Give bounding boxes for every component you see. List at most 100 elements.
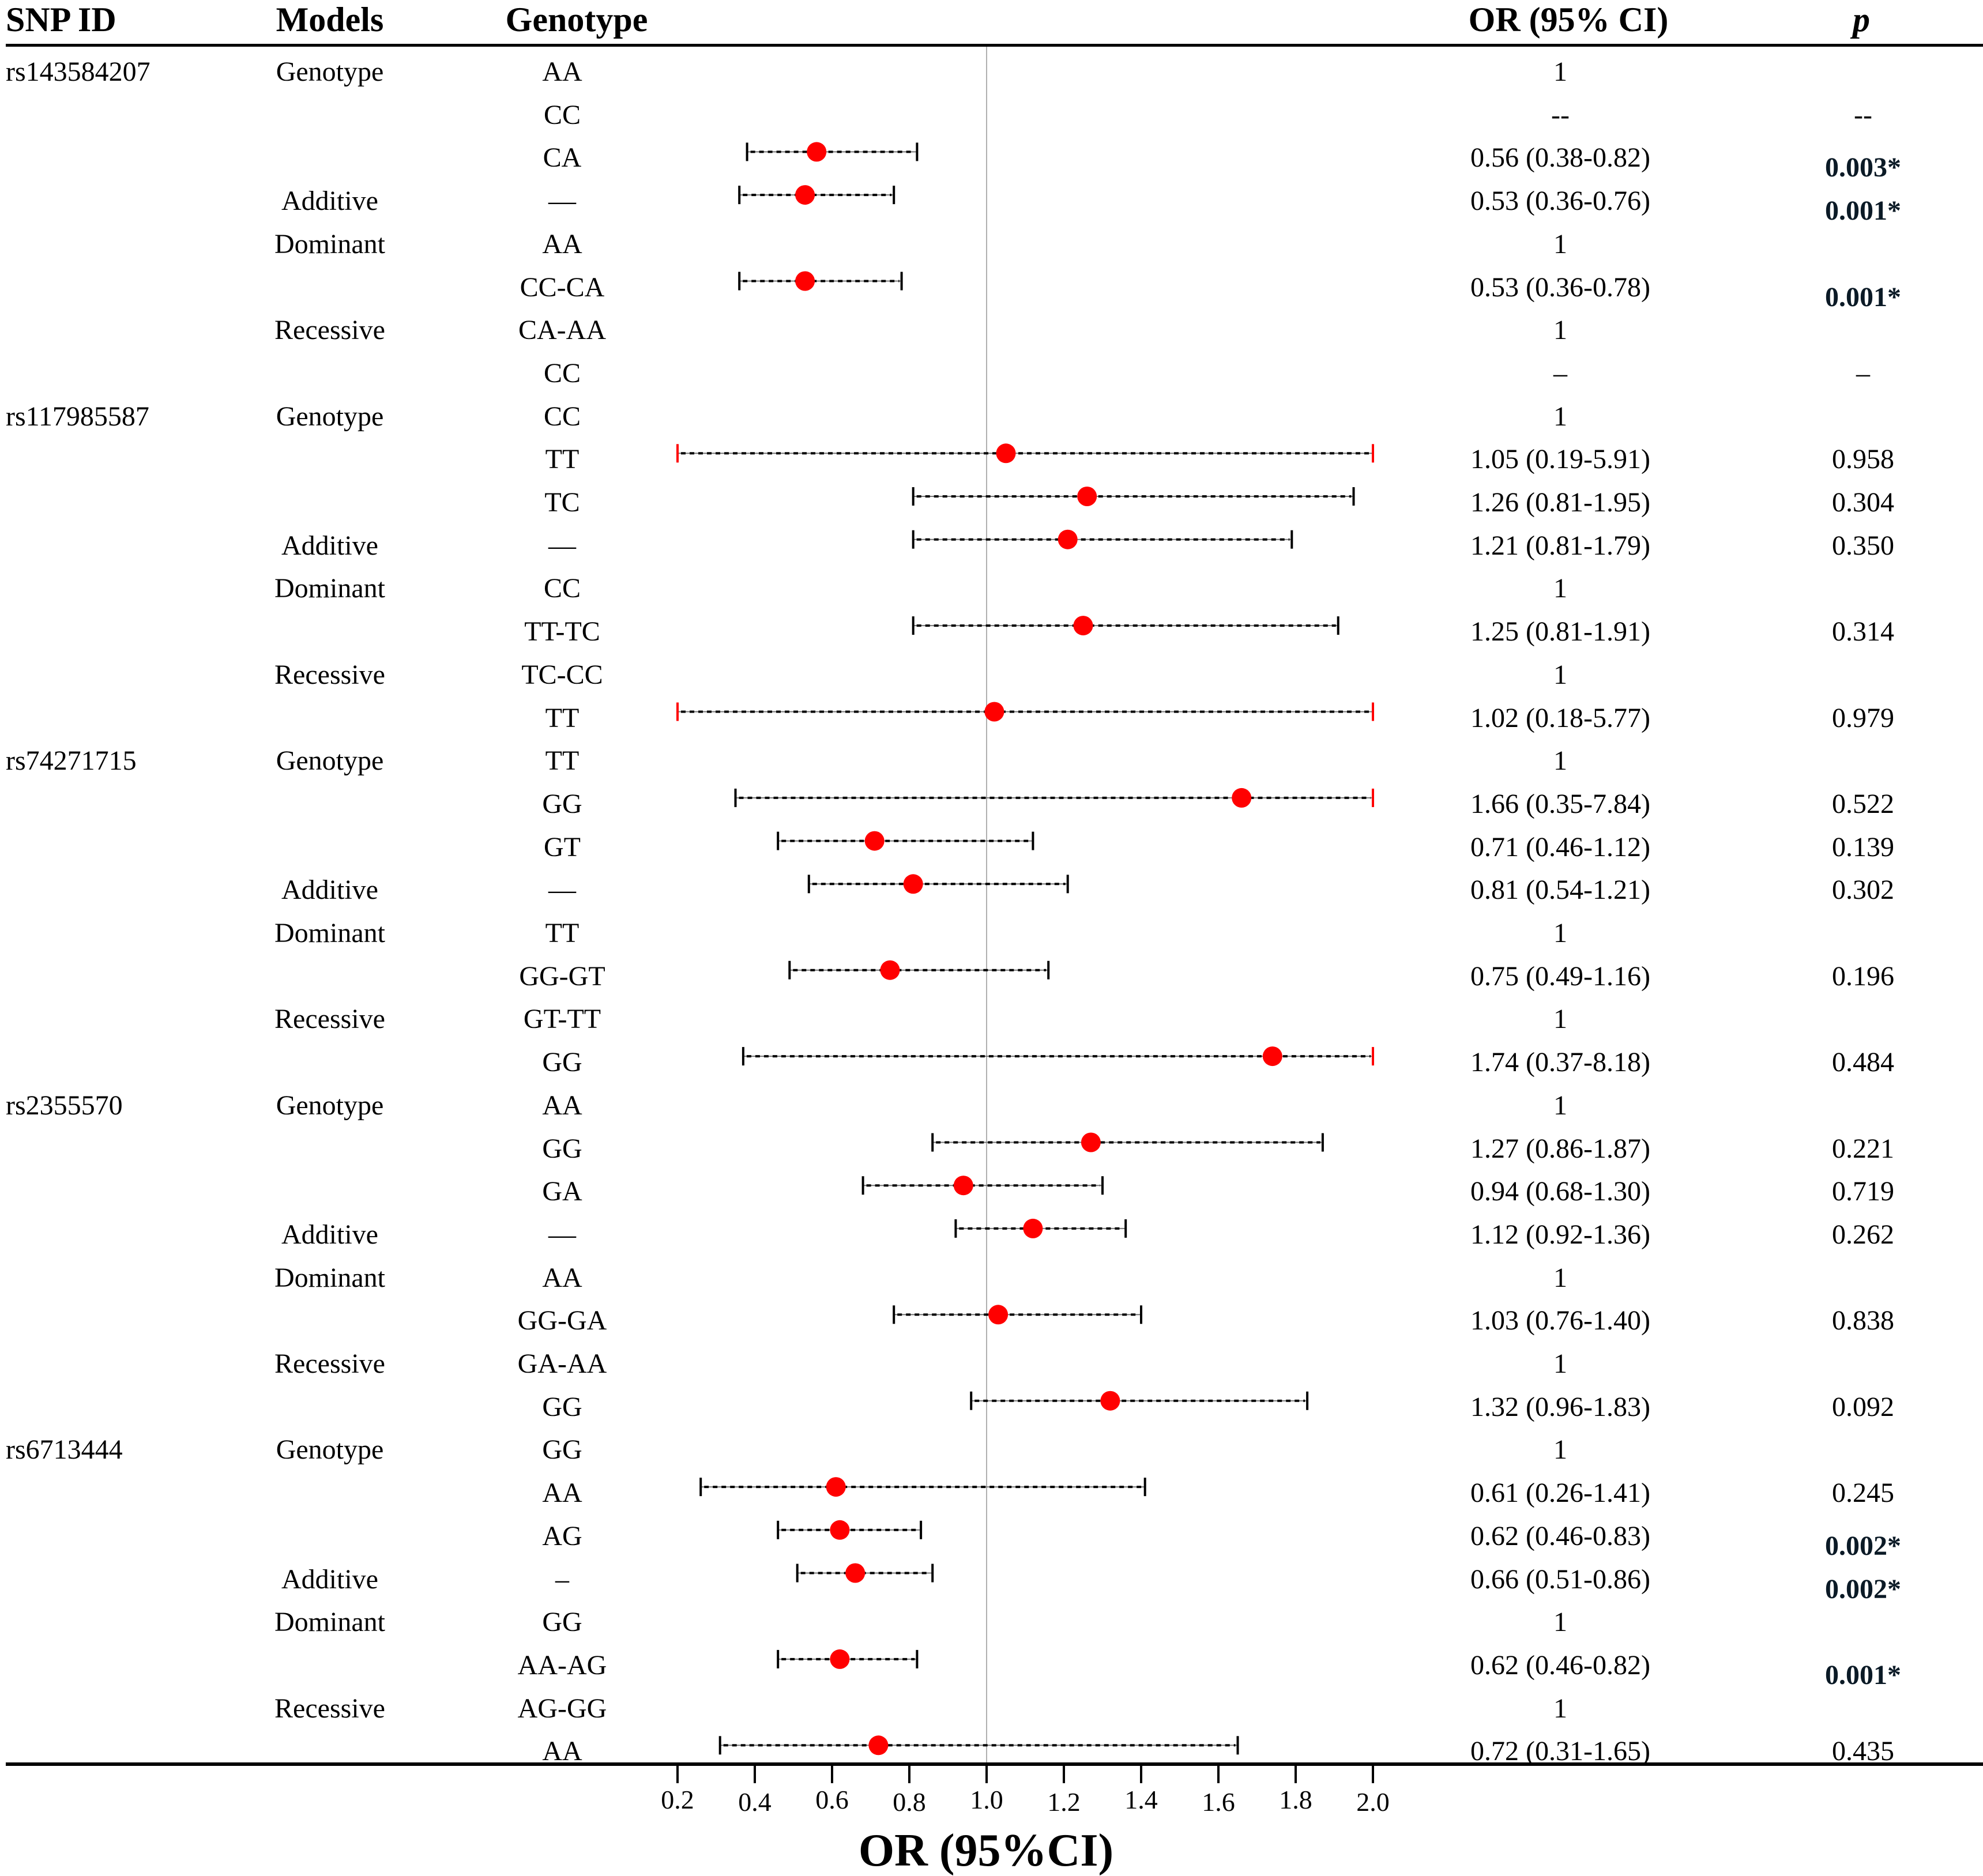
or-point bbox=[1262, 1046, 1282, 1067]
model-cell-text: Recessive bbox=[274, 1693, 385, 1724]
genotype-cell-text: TC bbox=[544, 487, 580, 518]
header-p-value: p bbox=[1853, 1, 1870, 39]
ci-mark bbox=[912, 616, 1339, 636]
genotype-cell-text: AA-AG bbox=[517, 1649, 607, 1681]
or-ci-cell-text: 0.53 (0.36-0.78) bbox=[1470, 272, 1650, 303]
or-point bbox=[1081, 1132, 1101, 1152]
p-value-cell-text: 0.314 bbox=[1832, 616, 1894, 647]
or-point bbox=[1077, 487, 1097, 506]
or-ci-cell-text: 1.74 (0.37-8.18) bbox=[1470, 1047, 1650, 1078]
or-point bbox=[826, 1477, 846, 1497]
model-cell-text: Dominant bbox=[274, 918, 385, 948]
or-ci-cell-text: 1.32 (0.96-1.83) bbox=[1470, 1391, 1650, 1422]
or-ci-cell-text: 1 bbox=[1553, 1262, 1567, 1293]
genotype-cell-text: AA bbox=[542, 1478, 582, 1509]
genotype-cell-text: AG-GG bbox=[517, 1693, 607, 1724]
genotype-cell-text: CC bbox=[543, 401, 581, 432]
header-genotype: Genotype bbox=[505, 1, 648, 39]
model-cell-text: Genotype bbox=[276, 401, 384, 432]
ci-mark bbox=[861, 1176, 1104, 1196]
genotype-cell-text: — bbox=[548, 186, 576, 217]
or-ci-cell-text: 0.71 (0.46-1.12) bbox=[1470, 831, 1650, 862]
or-ci-cell-text: 0.72 (0.31-1.65) bbox=[1470, 1736, 1650, 1767]
x-axis-title: OR (95%CI) bbox=[858, 1825, 1114, 1876]
model-cell-text: Recessive bbox=[274, 1348, 385, 1379]
genotype-cell-text: CC bbox=[543, 99, 581, 130]
p-value-cell-text: 0.958 bbox=[1832, 444, 1894, 475]
header-rule bbox=[6, 44, 1983, 47]
ci-mark bbox=[676, 702, 1374, 722]
ci-mark bbox=[777, 1520, 923, 1540]
or-ci-cell-text: 1.12 (0.92-1.36) bbox=[1470, 1219, 1650, 1250]
genotype-cell-text: GG bbox=[542, 1434, 582, 1466]
genotype-cell-text: GG bbox=[542, 1047, 582, 1078]
p-value-cell-text: 0.139 bbox=[1832, 831, 1894, 862]
ci-mark bbox=[738, 185, 895, 205]
genotype-cell-text: TT-TC bbox=[524, 616, 600, 647]
genotype-cell-text: AG bbox=[542, 1520, 582, 1551]
or-point bbox=[830, 1649, 850, 1669]
or-point bbox=[795, 271, 815, 291]
genotype-cell-text: AA bbox=[542, 1262, 582, 1293]
header-snp-id: SNP ID bbox=[6, 1, 116, 39]
p-value-cell-text: 0.262 bbox=[1832, 1219, 1894, 1250]
ci-mark bbox=[807, 874, 1069, 894]
or-ci-cell-text: 1.27 (0.86-1.87) bbox=[1470, 1133, 1650, 1164]
or-ci-cell-text: 0.62 (0.46-0.82) bbox=[1470, 1649, 1650, 1681]
p-value-cell-text: 0.522 bbox=[1832, 788, 1894, 819]
x-axis-tick-label: 0.2 bbox=[661, 1785, 694, 1814]
or-point bbox=[984, 702, 1004, 722]
ci-mark bbox=[796, 1563, 934, 1583]
p-value-cell-text: 0.719 bbox=[1832, 1176, 1894, 1207]
or-ci-cell-text: 1 bbox=[1553, 401, 1567, 432]
or-point bbox=[880, 960, 900, 980]
p-value-cell-text: 0.304 bbox=[1832, 487, 1894, 518]
or-ci-cell-text: 0.56 (0.38-0.82) bbox=[1470, 142, 1650, 174]
p-value-cell-text: 0.979 bbox=[1832, 702, 1894, 733]
or-ci-cell-text: 1 bbox=[1553, 1607, 1567, 1638]
p-value-cell-text: 0.001* bbox=[1825, 195, 1901, 227]
model-cell-text: Genotype bbox=[276, 1434, 384, 1466]
model-cell-text: Genotype bbox=[276, 1090, 384, 1121]
snp-id-cell: rs6713444 bbox=[6, 1434, 123, 1466]
p-value-cell-text: 0.435 bbox=[1832, 1736, 1894, 1767]
or-ci-cell-text: 1 bbox=[1553, 918, 1567, 948]
genotype-cell-text: GG bbox=[542, 788, 582, 819]
genotype-cell-text: TC-CC bbox=[521, 659, 603, 690]
or-ci-cell-text: 1 bbox=[1553, 659, 1567, 690]
genotype-cell-text: – bbox=[555, 1564, 569, 1595]
model-cell-text: Recessive bbox=[274, 315, 385, 346]
genotype-cell-text: TT bbox=[545, 444, 580, 475]
ci-mark bbox=[777, 1649, 919, 1669]
or-ci-cell-text: 0.94 (0.68-1.30) bbox=[1470, 1176, 1650, 1207]
model-cell-text: Genotype bbox=[276, 745, 384, 777]
or-ci-cell-text: 1 bbox=[1553, 1090, 1567, 1121]
or-ci-cell-text: -- bbox=[1551, 99, 1570, 130]
genotype-cell-text: GA-AA bbox=[517, 1348, 607, 1379]
header-models: Models bbox=[276, 1, 384, 39]
or-point bbox=[1100, 1391, 1120, 1411]
genotype-cell-text: GA bbox=[542, 1176, 582, 1207]
snp-id-cell: rs117985587 bbox=[6, 401, 149, 432]
or-ci-cell-text: 0.53 (0.36-0.76) bbox=[1470, 186, 1650, 217]
or-ci-cell-text: 1 bbox=[1553, 1434, 1567, 1466]
or-ci-cell-text: 1.25 (0.81-1.91) bbox=[1470, 616, 1650, 647]
p-value-cell-text: 0.001* bbox=[1825, 281, 1901, 312]
header-or-ci: OR (95% CI) bbox=[1468, 1, 1669, 39]
p-value-cell-text: 0.002* bbox=[1825, 1573, 1901, 1604]
or-ci-cell-text: 1.03 (0.76-1.40) bbox=[1470, 1305, 1650, 1336]
ci-mark bbox=[777, 831, 1034, 851]
genotype-cell-text: GG bbox=[542, 1607, 582, 1638]
ci-mark bbox=[912, 529, 1293, 549]
genotype-cell-text: GT bbox=[544, 831, 581, 862]
ci-mark bbox=[788, 960, 1050, 980]
or-ci-cell-text: 0.62 (0.46-0.83) bbox=[1470, 1520, 1650, 1551]
model-cell-text: Dominant bbox=[274, 1262, 385, 1293]
ci-mark bbox=[718, 1735, 1239, 1756]
or-point bbox=[845, 1563, 866, 1583]
snp-id-cell: rs2355570 bbox=[6, 1090, 123, 1121]
x-axis-tick-label: 1.0 bbox=[970, 1785, 1003, 1814]
or-ci-cell-text: – bbox=[1553, 357, 1567, 389]
genotype-cell-text: GG bbox=[542, 1133, 582, 1164]
ci-mark bbox=[912, 487, 1355, 506]
